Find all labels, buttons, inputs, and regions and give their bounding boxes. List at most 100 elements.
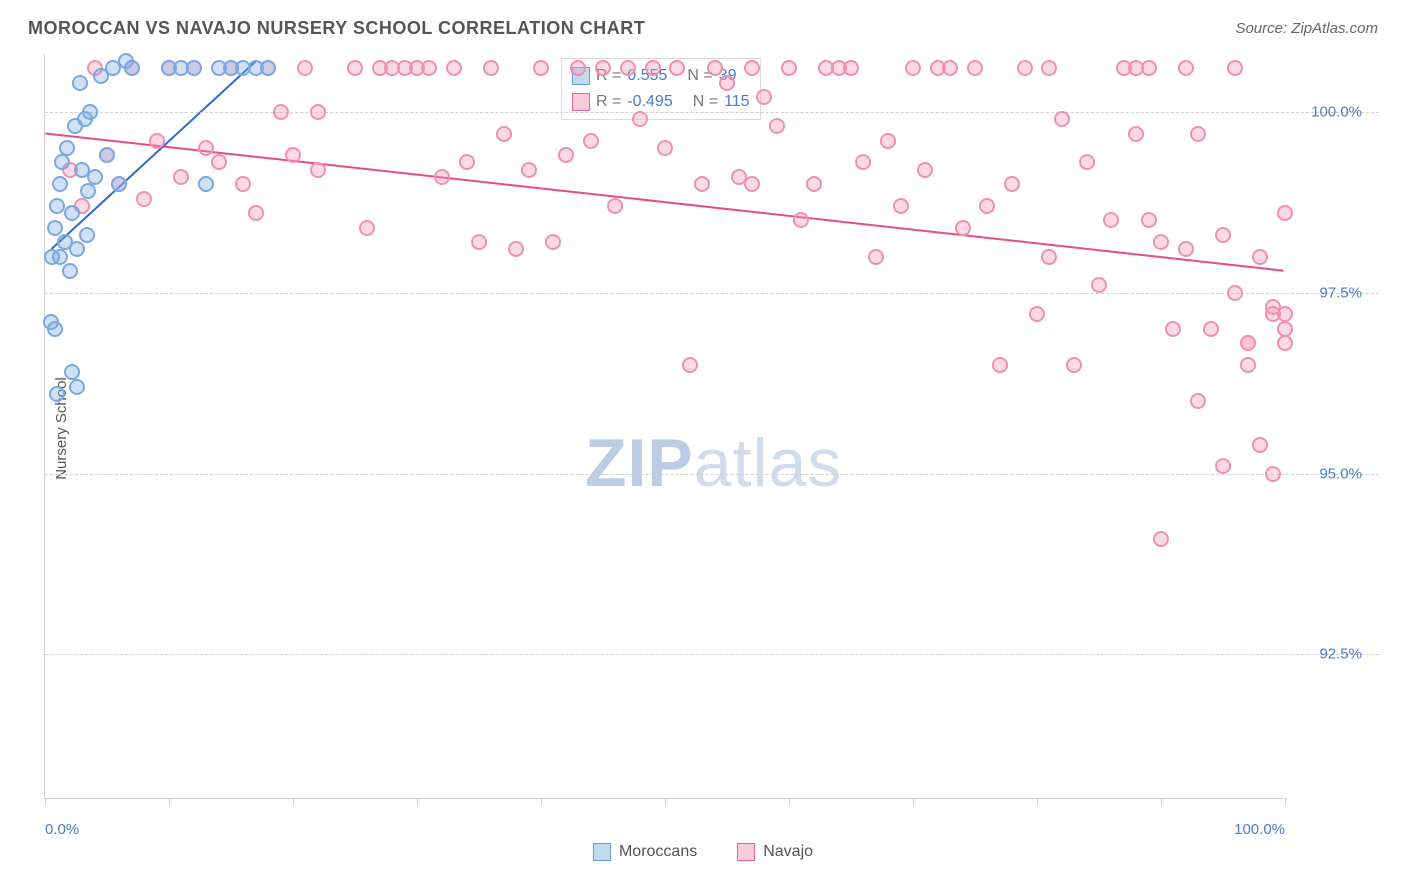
data-point-navajo [719, 75, 735, 91]
data-point-navajo [558, 147, 574, 163]
data-point-navajo [1103, 212, 1119, 228]
data-point-navajo [1017, 60, 1033, 76]
x-tick [293, 798, 294, 806]
data-point-navajo [744, 176, 760, 192]
data-point-moroccans [52, 249, 68, 265]
swatch-navajo-icon [572, 93, 590, 111]
data-point-navajo [1054, 111, 1070, 127]
data-point-navajo [657, 140, 673, 156]
plot-area: ZIPatlas R = 0.555 N = 39 R = -0.495 N =… [44, 54, 1284, 799]
data-point-navajo [211, 154, 227, 170]
data-point-navajo [620, 60, 636, 76]
x-tick [169, 798, 170, 806]
data-point-navajo [149, 133, 165, 149]
y-tick-label: 97.5% [1319, 284, 1362, 301]
gridline-h [45, 474, 1379, 475]
x-tick [665, 798, 666, 806]
data-point-navajo [1066, 357, 1082, 373]
data-point-navajo [744, 60, 760, 76]
data-point-navajo [632, 111, 648, 127]
data-point-navajo [1215, 227, 1231, 243]
data-point-navajo [248, 205, 264, 221]
data-point-navajo [1079, 154, 1095, 170]
data-point-navajo [1190, 393, 1206, 409]
trend-lines-layer [45, 54, 1284, 798]
chart-title: MOROCCAN VS NAVAJO NURSERY SCHOOL CORREL… [28, 18, 645, 39]
data-point-navajo [521, 162, 537, 178]
watermark-atlas: atlas [694, 425, 843, 501]
data-point-navajo [1041, 249, 1057, 265]
data-point-navajo [1215, 458, 1231, 474]
legend-label-moroccans: Moroccans [619, 843, 697, 861]
data-point-navajo [1252, 437, 1268, 453]
data-point-moroccans [52, 176, 68, 192]
data-point-navajo [1265, 466, 1281, 482]
data-point-navajo [1091, 277, 1107, 293]
data-point-moroccans [69, 379, 85, 395]
data-point-navajo [310, 162, 326, 178]
data-point-moroccans [47, 321, 63, 337]
data-point-navajo [1165, 321, 1181, 337]
data-point-navajo [595, 60, 611, 76]
data-point-navajo [1178, 241, 1194, 257]
data-point-navajo [273, 104, 289, 120]
data-point-navajo [434, 169, 450, 185]
data-point-navajo [756, 89, 772, 105]
data-point-moroccans [54, 154, 70, 170]
data-point-moroccans [72, 75, 88, 91]
data-point-navajo [570, 60, 586, 76]
data-point-navajo [669, 60, 685, 76]
data-point-moroccans [260, 60, 276, 76]
bottom-legend: Moroccans Navajo [593, 843, 813, 861]
y-tick-label: 95.0% [1319, 465, 1362, 482]
data-point-navajo [1240, 357, 1256, 373]
swatch-navajo-icon [737, 843, 755, 861]
data-point-navajo [955, 220, 971, 236]
data-point-navajo [855, 154, 871, 170]
data-point-moroccans [82, 104, 98, 120]
data-point-navajo [1227, 285, 1243, 301]
data-point-navajo [806, 176, 822, 192]
data-point-navajo [421, 60, 437, 76]
data-point-navajo [1153, 234, 1169, 250]
data-point-navajo [310, 104, 326, 120]
data-point-moroccans [198, 176, 214, 192]
legend-label-navajo: Navajo [763, 843, 813, 861]
data-point-moroccans [124, 60, 140, 76]
x-tick [1161, 798, 1162, 806]
data-point-navajo [1141, 60, 1157, 76]
watermark: ZIPatlas [585, 424, 842, 502]
gridline-h [45, 112, 1379, 113]
data-point-navajo [1190, 126, 1206, 142]
chart-header: MOROCCAN VS NAVAJO NURSERY SCHOOL CORREL… [28, 18, 1378, 39]
data-point-navajo [1227, 60, 1243, 76]
data-point-navajo [1029, 306, 1045, 322]
data-point-navajo [347, 60, 363, 76]
data-point-navajo [583, 133, 599, 149]
data-point-navajo [297, 60, 313, 76]
data-point-navajo [1277, 335, 1293, 351]
data-point-navajo [235, 176, 251, 192]
data-point-moroccans [186, 60, 202, 76]
data-point-moroccans [49, 198, 65, 214]
data-point-navajo [967, 60, 983, 76]
gridline-h [45, 293, 1379, 294]
data-point-moroccans [64, 205, 80, 221]
data-point-navajo [545, 234, 561, 250]
data-point-navajo [942, 60, 958, 76]
data-point-navajo [769, 118, 785, 134]
data-point-navajo [508, 241, 524, 257]
data-point-navajo [483, 60, 499, 76]
data-point-navajo [793, 212, 809, 228]
y-tick-label: 92.5% [1319, 646, 1362, 663]
data-point-navajo [1203, 321, 1219, 337]
data-point-navajo [781, 60, 797, 76]
data-point-navajo [607, 198, 623, 214]
data-point-navajo [459, 154, 475, 170]
data-point-navajo [285, 147, 301, 163]
data-point-navajo [471, 234, 487, 250]
data-point-navajo [992, 357, 1008, 373]
data-point-moroccans [62, 263, 78, 279]
data-point-navajo [1240, 335, 1256, 351]
data-point-navajo [173, 169, 189, 185]
